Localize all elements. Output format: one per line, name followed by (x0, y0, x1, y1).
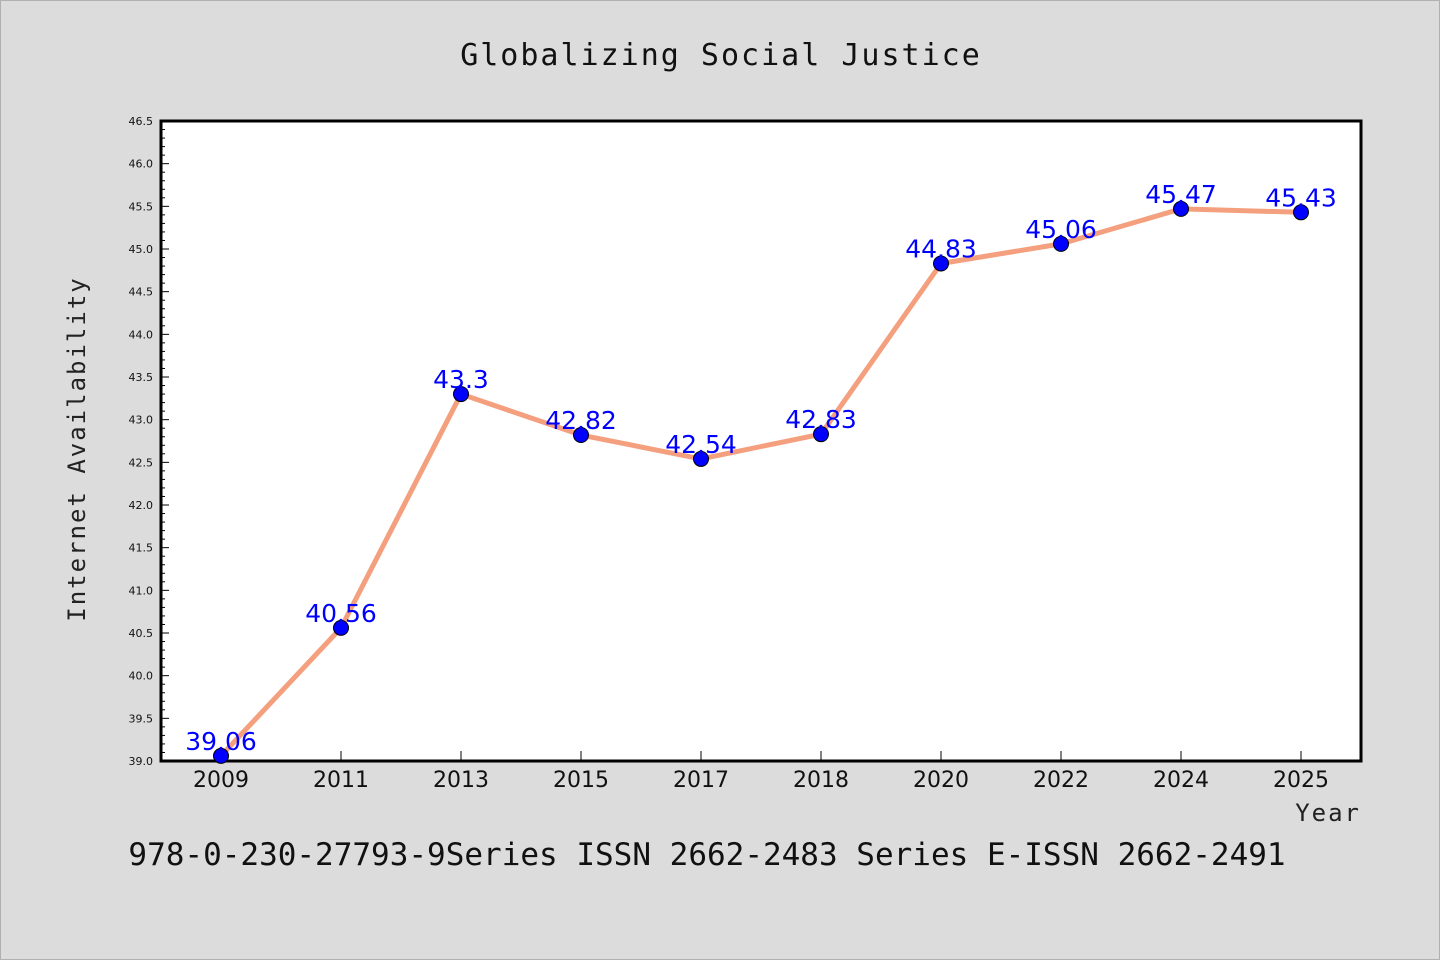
chart-title: Globalizing Social Justice (460, 38, 982, 73)
data-point (1173, 200, 1189, 217)
data-point (213, 747, 229, 764)
y-tick-label: 44.0 (129, 328, 154, 341)
footer-isbn-text: 978-0-230-27793-9Series ISSN 2662-2483 S… (128, 837, 1285, 873)
y-tick-label: 46.0 (129, 158, 154, 171)
x-tick-label: 2022 (1033, 768, 1089, 793)
data-labels: 39.06 40.56 43.3 42.82 42.54 42.83 44.83 45.06 4… (185, 180, 1337, 756)
x-tick-label: 2025 (1273, 768, 1329, 793)
data-markers (213, 200, 1309, 764)
data-label: 45.06 (1025, 215, 1097, 244)
data-label: 45.43 (1265, 183, 1337, 212)
y-tick-label: 40.5 (129, 627, 154, 640)
data-label: 42.83 (785, 405, 857, 434)
y-tick-label: 43.5 (129, 371, 154, 384)
data-point (573, 427, 589, 444)
data-label: 39.06 (185, 727, 257, 756)
data-label: 42.82 (545, 406, 617, 435)
y-tick-label: 42.5 (129, 456, 154, 469)
data-point (933, 255, 949, 272)
y-tick-label: 43.0 (129, 414, 154, 427)
x-tick-label: 2013 (433, 768, 489, 793)
y-tick-label: 39.0 (129, 755, 154, 768)
data-label: 43.3 (433, 365, 489, 394)
data-label: 40.56 (305, 599, 377, 628)
plot-area (159, 119, 1363, 763)
y-tick-label: 41.0 (129, 584, 154, 597)
x-axis: 2009 2011 2013 2015 2017 2018 2020 2022 2024 2025 (193, 751, 1329, 793)
x-axis-label: Year (1295, 799, 1361, 827)
y-axis: 39.0 39.5 40.0 40.5 41.0 41.5 42.0 42.5 43.0 43.5… (129, 115, 169, 768)
data-point (1293, 204, 1309, 221)
x-tick-label: 2015 (553, 768, 609, 793)
data-label: 42.54 (665, 430, 737, 459)
data-point (1053, 235, 1069, 252)
y-tick-label: 45.0 (129, 243, 154, 256)
x-tick-label: 2009 (193, 768, 249, 793)
series-line (218, 206, 1304, 759)
y-tick-label: 40.0 (129, 670, 154, 683)
x-tick-label: 2018 (793, 768, 849, 793)
x-tick-label: 2011 (313, 768, 369, 793)
y-axis-label: Internet Availability (63, 276, 91, 621)
y-tick-label: 44.5 (129, 286, 154, 299)
data-label: 44.83 (905, 235, 977, 264)
y-tick-label: 46.5 (129, 115, 154, 128)
data-point (453, 386, 469, 403)
y-tick-label: 41.5 (129, 542, 154, 555)
data-point (813, 426, 829, 443)
y-tick-label: 42.0 (129, 499, 154, 512)
y-tick-label: 45.5 (129, 200, 154, 213)
data-point (693, 450, 709, 467)
data-point (333, 619, 349, 636)
x-tick-label: 2017 (673, 768, 729, 793)
x-tick-label: 2020 (913, 768, 969, 793)
x-tick-label: 2024 (1153, 768, 1209, 793)
data-label: 45.47 (1145, 180, 1217, 209)
y-tick-label: 39.5 (129, 712, 154, 725)
